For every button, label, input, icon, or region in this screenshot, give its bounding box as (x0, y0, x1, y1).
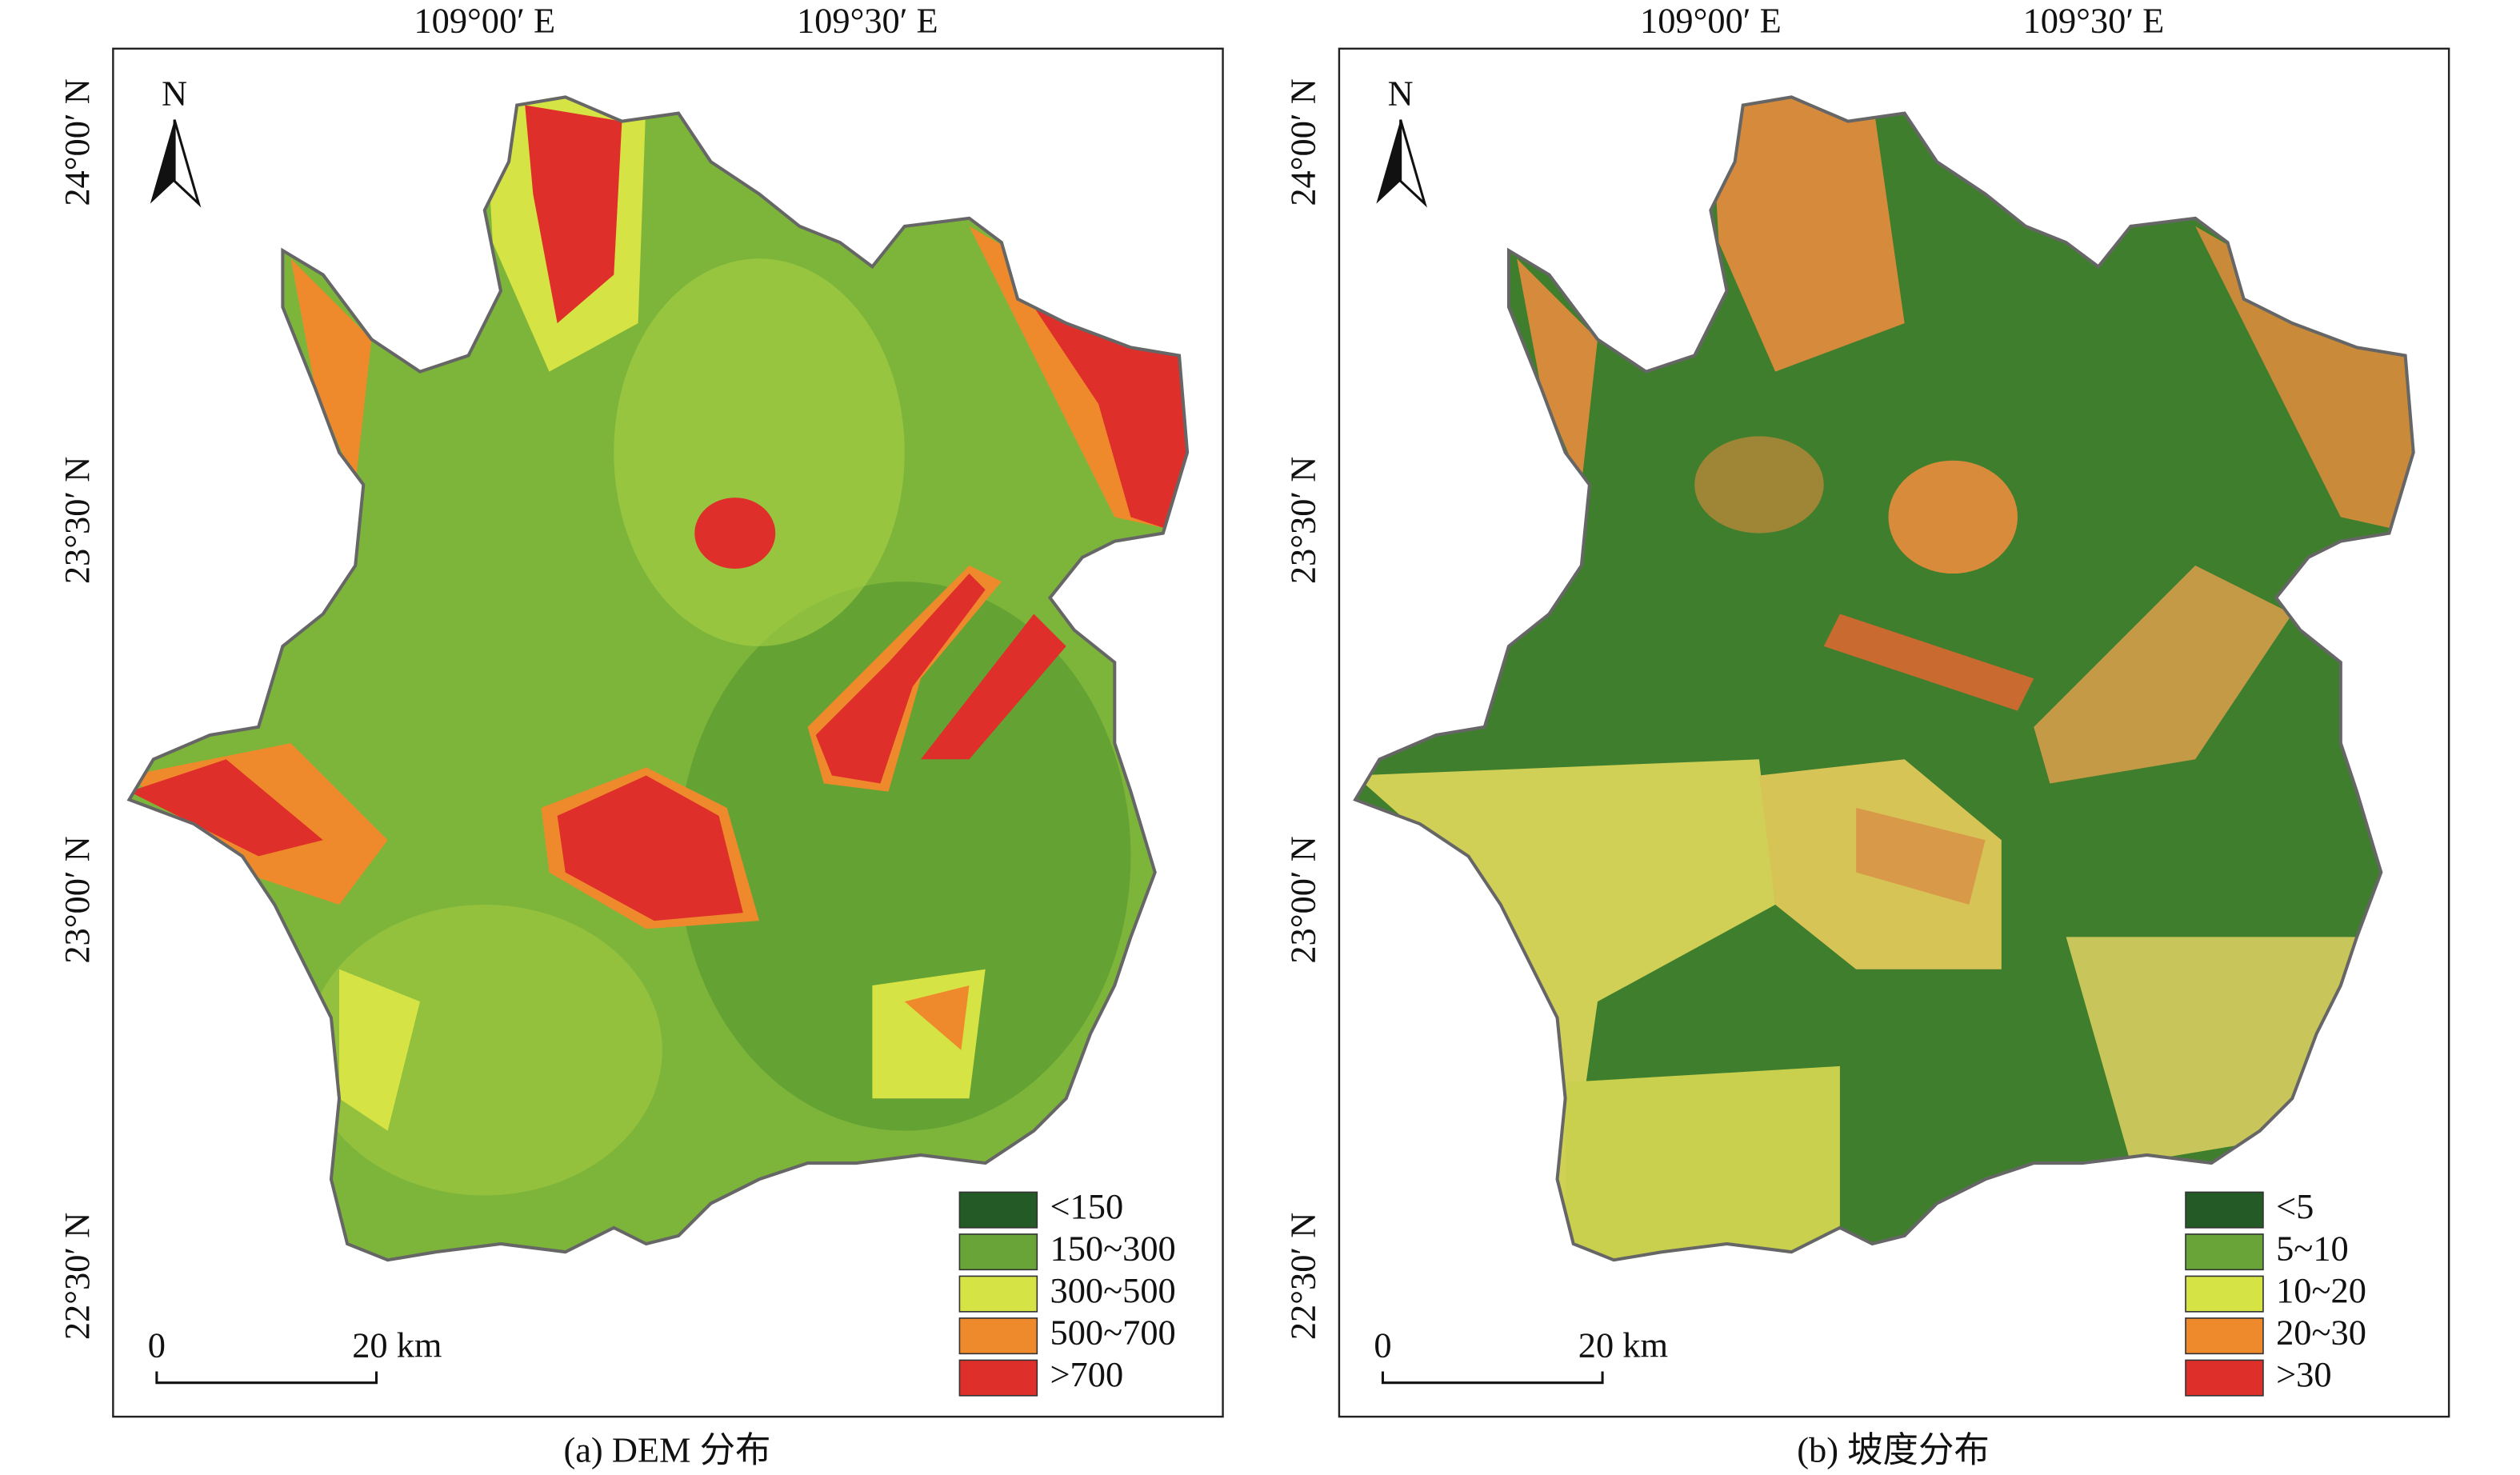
legend-label: 10~20 (2276, 1270, 2366, 1310)
legend-swatch (2185, 1359, 2264, 1397)
legend-swatch (958, 1191, 1038, 1229)
latitude-label: 22°30′ N (57, 1213, 97, 1340)
latitude-label: 22°30′ N (1283, 1213, 1323, 1340)
north-arrow (173, 119, 202, 208)
latitude-label: 24°00′ N (1283, 78, 1323, 206)
legend-swatch (2185, 1233, 2264, 1271)
legend-label: 500~700 (1050, 1312, 1175, 1352)
caption: (b) 坡度分布 (1797, 1430, 1990, 1470)
north-arrow (1399, 119, 1427, 208)
latitude-label: 24°00′ N (57, 78, 97, 206)
legend-label: 150~300 (1050, 1228, 1175, 1268)
legend-label: <150 (1050, 1186, 1123, 1226)
scale-label: 0 (148, 1325, 166, 1365)
longitude-label: 109°30′ E (797, 1, 938, 41)
longitude-label: 109°30′ E (2023, 1, 2165, 41)
scale-label: 0 (1374, 1325, 1391, 1365)
north-arrow (1376, 119, 1401, 204)
legend-swatch (958, 1317, 1038, 1355)
legend-swatch (958, 1233, 1038, 1271)
scale-bar (155, 1371, 378, 1385)
legend-swatch (2185, 1317, 2264, 1355)
map-b (1338, 47, 2450, 1418)
legend-label: >700 (1050, 1354, 1123, 1394)
legend-swatch (958, 1359, 1038, 1397)
scale-label: 20 km (352, 1325, 442, 1365)
legend-label: >30 (2276, 1354, 2331, 1394)
legend-label: 20~30 (2276, 1312, 2366, 1352)
map-a (112, 47, 1224, 1418)
scale-bar (1381, 1371, 1604, 1385)
latitude-label: 23°30′ N (1283, 457, 1323, 584)
legend-swatch (2185, 1275, 2264, 1313)
north-label: N (162, 74, 187, 114)
latitude-label: 23°00′ N (57, 836, 97, 963)
legend-swatch (2185, 1191, 2264, 1229)
longitude-label: 109°00′ E (1640, 1, 1782, 41)
latitude-label: 23°30′ N (57, 457, 97, 584)
legend-swatch (958, 1275, 1038, 1313)
scale-label: 20 km (1578, 1325, 1668, 1365)
legend-label: 5~10 (2276, 1228, 2349, 1268)
north-label: N (1388, 74, 1414, 114)
caption: (a) DEM 分布 (563, 1430, 770, 1470)
legend-label: 300~500 (1050, 1270, 1175, 1310)
legend-label: <5 (2276, 1186, 2314, 1226)
north-arrow (150, 119, 175, 204)
longitude-label: 109°00′ E (414, 1, 555, 41)
latitude-label: 23°00′ N (1283, 836, 1323, 963)
